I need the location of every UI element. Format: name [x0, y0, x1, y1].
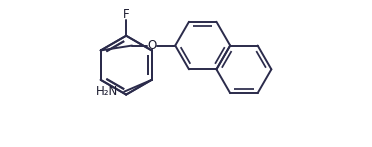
- Text: O: O: [147, 39, 156, 52]
- Text: F: F: [123, 8, 129, 21]
- Text: H₂N: H₂N: [95, 85, 118, 98]
